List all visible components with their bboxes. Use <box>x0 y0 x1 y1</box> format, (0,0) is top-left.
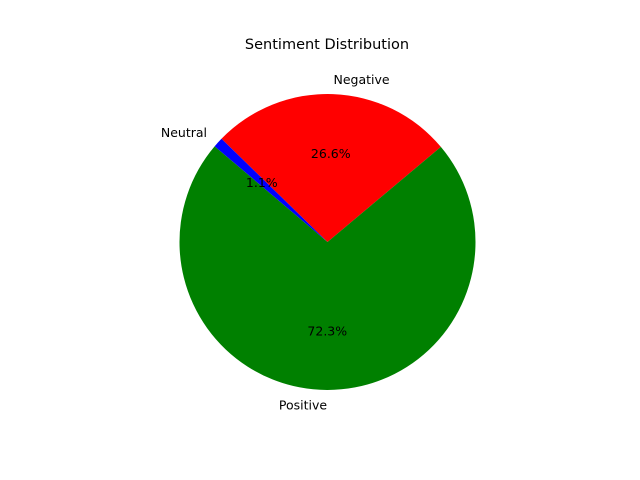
pie-slice-negative <box>221 93 441 242</box>
slice-label-positive: Positive <box>279 397 327 412</box>
slice-percent-negative: 26.6% <box>311 146 351 161</box>
pie-slice-positive <box>179 146 476 391</box>
pie-slice-neutral <box>214 138 328 242</box>
slice-label-neutral: Neutral <box>161 125 207 140</box>
chart-title: Sentiment Distribution <box>245 37 409 53</box>
pie-slices <box>179 93 476 391</box>
slice-percent-positive: 72.3% <box>307 323 347 338</box>
slice-percent-neutral: 1.1% <box>246 175 278 190</box>
slice-label-negative: Negative <box>334 72 390 87</box>
pie-labels: Negative 26.6% Neutral 1.1% Positive 72.3% <box>161 72 390 412</box>
